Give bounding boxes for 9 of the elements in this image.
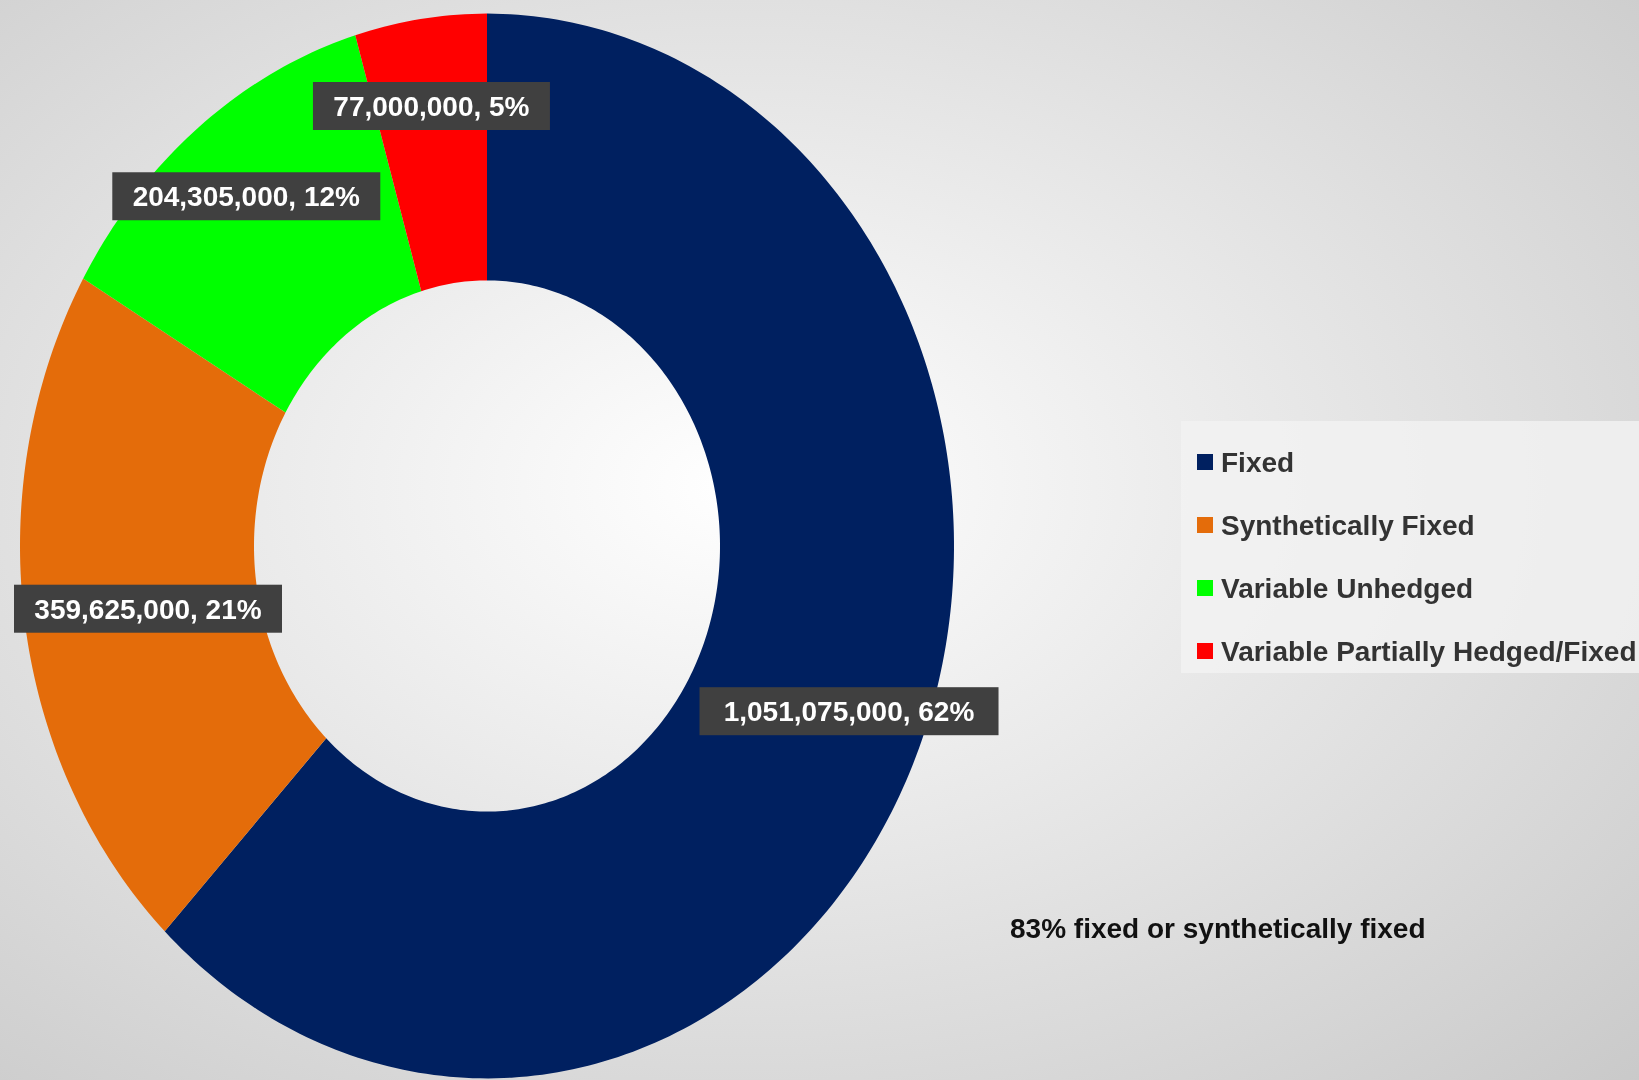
data-label: 1,051,075,000, 62% [723, 696, 975, 728]
data-label: 204,305,000, 12% [132, 181, 361, 213]
text: 83% fixed or synthetically fixed [1010, 913, 1426, 944]
legend-label: Variable Partially Hedged/Fixed [1221, 636, 1637, 667]
data-label: 77,000,000, 5% [333, 91, 530, 122]
legend-label: Fixed [1221, 447, 1295, 478]
data-label: 359,625,000, 21% [34, 593, 262, 625]
legend-label: Synthetically Fixed [1221, 510, 1475, 541]
legend-label: Variable Unhedged [1221, 573, 1474, 604]
